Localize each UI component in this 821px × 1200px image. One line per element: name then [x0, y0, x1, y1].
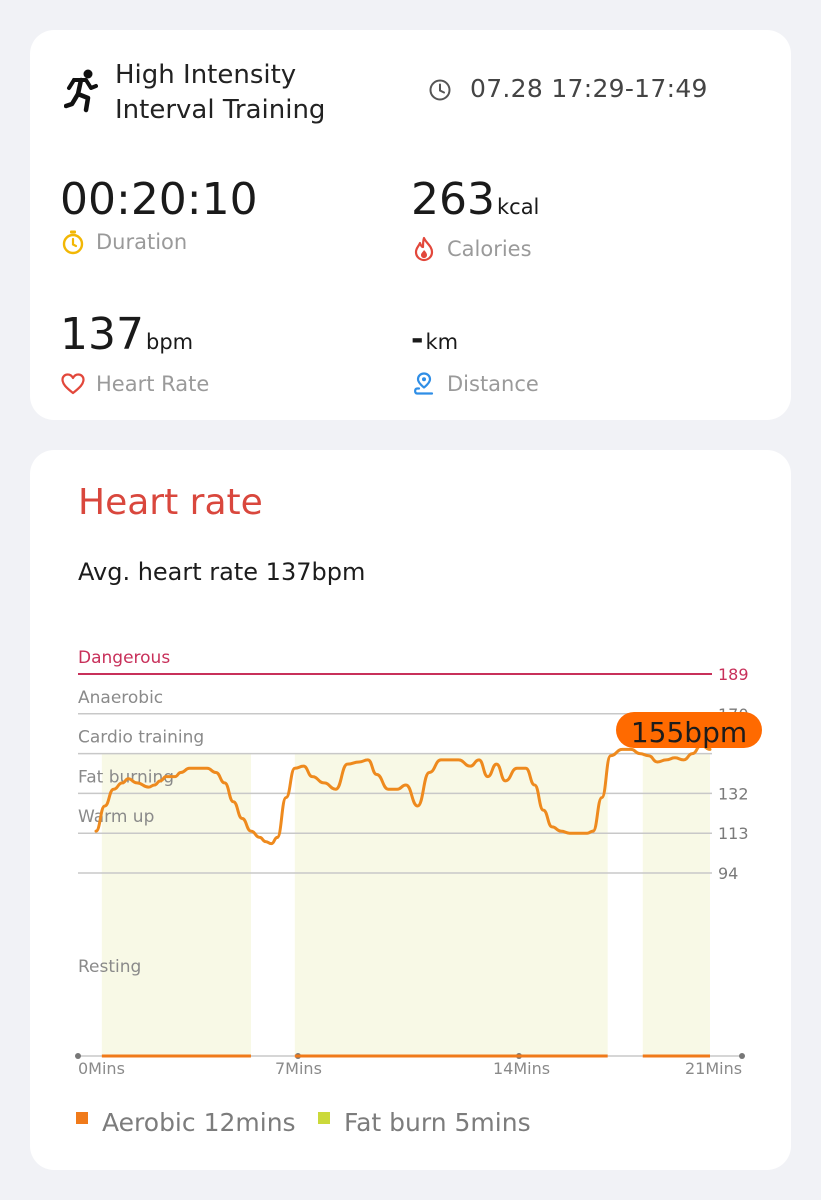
distance-label: Distance	[447, 372, 539, 396]
duration-label: Duration	[96, 230, 188, 254]
heart-rate-card: Heart rate Avg. heart rate 137bpm Danger…	[30, 450, 791, 1170]
zone-label-anaerobic: Anaerobic	[78, 688, 163, 708]
hr-tooltip-bubble	[616, 712, 762, 748]
threshold-label-189: 189	[718, 665, 749, 684]
x-axis-dot-3	[739, 1053, 745, 1059]
heart-rate-label: Heart Rate	[96, 372, 210, 396]
x-tick-label-2: 14Mins	[493, 1059, 550, 1078]
clock-icon	[429, 79, 451, 101]
activity-span-0	[101, 753, 251, 1056]
threshold-label-113: 113	[718, 824, 749, 843]
zone-label-dangerous: Dangerous	[78, 648, 170, 668]
legend-item-aerobic: Aerobic 12mins	[76, 1108, 296, 1137]
legend-fat-burn-label: Fat burn 5mins	[344, 1108, 531, 1137]
duration-stat: 00:20:10 Duration	[60, 175, 258, 255]
heart-rate-value: 137	[60, 309, 144, 360]
x-tick-label-1: 7Mins	[275, 1059, 322, 1078]
workout-title: High Intensity Interval Training	[115, 60, 326, 125]
duration-value: 00:20:10	[60, 174, 258, 225]
zone-label-resting: Resting	[78, 957, 141, 977]
running-figure-icon	[64, 69, 98, 113]
heart-icon	[61, 373, 85, 395]
distance-value: -	[411, 322, 424, 357]
workout-time-range: 07.28 17:29-17:49	[470, 74, 708, 103]
calories-label: Calories	[447, 237, 532, 261]
heart-rate-unit: bpm	[145, 330, 194, 354]
distance-stat: -km Distance	[411, 310, 539, 397]
aerobic-swatch	[76, 1111, 88, 1124]
legend-aerobic-label: Aerobic 12mins	[102, 1108, 296, 1137]
threshold-label-94: 94	[718, 864, 738, 883]
heart-rate-series-segment-0	[94, 766, 279, 846]
calories-value: 263	[411, 174, 495, 225]
x-tick-label-3: 21Mins	[685, 1059, 742, 1078]
heart-rate-series-segment-2	[591, 743, 712, 833]
x-tick-label-0: 0Mins	[78, 1059, 125, 1078]
fat-burn-swatch	[318, 1111, 330, 1124]
activity-span-1	[294, 753, 608, 1056]
x-axis-dot-0	[75, 1053, 81, 1059]
hr-tooltip-label: 155bpm	[631, 716, 747, 749]
zone-label-warm-up: Warm up	[78, 807, 154, 827]
location-route-icon	[414, 372, 434, 395]
flame-icon	[414, 236, 434, 262]
heart-rate-title: Heart rate	[78, 482, 263, 523]
heart-rate-series-segment-1	[275, 758, 595, 839]
distance-unit: km	[425, 330, 459, 354]
heart-rate-chart[interactable]: Dangerous Anaerobic Cardio training Fat bur…	[30, 450, 791, 1170]
avg-heart-rate-text: Avg. heart rate 137bpm	[78, 558, 366, 586]
zone-label-fat-burning: Fat burning	[78, 767, 174, 787]
threshold-label-132: 132	[718, 784, 749, 803]
heart-rate-stat: 137bpm Heart Rate	[60, 310, 209, 397]
stopwatch-icon	[62, 230, 84, 255]
workout-summary-card: High Intensity Interval Training 07.28 1…	[30, 30, 791, 420]
activity-span-2	[642, 753, 710, 1056]
calories-stat: 263kcal Calories	[411, 175, 539, 262]
calories-unit: kcal	[496, 195, 540, 219]
legend-item-fat-burn: Fat burn 5mins	[318, 1108, 531, 1137]
zone-label-cardio-training: Cardio training	[78, 728, 204, 748]
